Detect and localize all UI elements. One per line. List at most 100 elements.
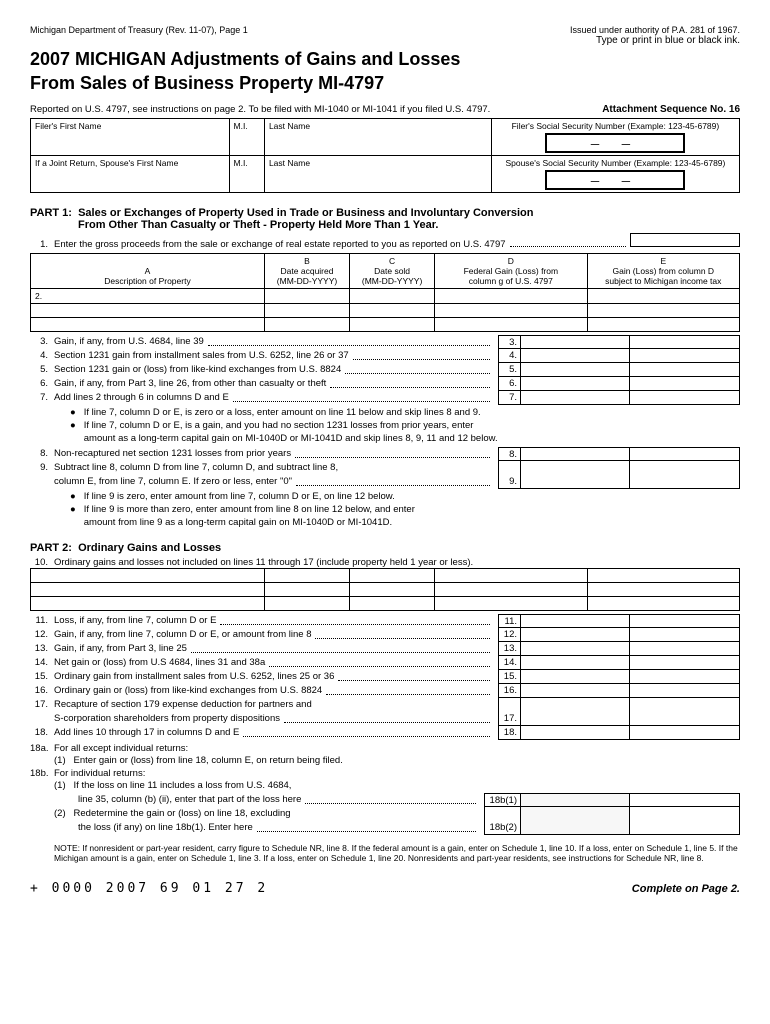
bullet-3: If line 9 is zero, enter amount from lin…	[84, 491, 395, 502]
line-1-num: 1.	[30, 239, 48, 250]
line-18b-num: 18b.	[30, 768, 48, 779]
line-11-e[interactable]	[630, 614, 740, 628]
filer-mi-cell[interactable]: M.I.	[229, 118, 264, 155]
line-15-d[interactable]	[520, 670, 630, 684]
line-4-e[interactable]	[630, 349, 740, 363]
line-4-d[interactable]	[520, 349, 630, 363]
line-14-d[interactable]	[520, 656, 630, 670]
line-18b2-d	[520, 821, 630, 835]
spouse-ssn-box[interactable]: — —	[545, 170, 685, 190]
part1-heading: PART 1: Sales or Exchanges of Property U…	[30, 207, 740, 219]
spouse-mi-cell[interactable]: M.I.	[229, 155, 264, 192]
line-9-d[interactable]	[520, 475, 630, 489]
line-13-e[interactable]	[630, 642, 740, 656]
bullet-1: If line 7, column D or E, is zero or a l…	[84, 407, 481, 418]
line-11-d[interactable]	[520, 614, 630, 628]
line-12-e[interactable]	[630, 628, 740, 642]
filer-ssn-cell[interactable]: Filer's Social Security Number (Example:…	[491, 118, 739, 155]
line-18-d[interactable]	[520, 726, 630, 740]
part2-heading: PART 2: Ordinary Gains and Losses	[30, 542, 740, 554]
bullet-2a: If line 7, column D or E, is a gain, and…	[84, 420, 474, 431]
line-18-num: 18.	[30, 726, 48, 740]
line-18b1-text-a: (1) If the loss on line 11 includes a lo…	[54, 779, 740, 793]
line-9-text-b: column E, from line 7, column E. If zero…	[54, 476, 292, 489]
line-5-text: Section 1231 gain or (loss) from like-ki…	[54, 364, 341, 377]
line-17-d[interactable]	[520, 712, 630, 726]
line-1-text: Enter the gross proceeds from the sale o…	[54, 239, 506, 250]
line-13-num: 13.	[30, 642, 48, 656]
line-4-text: Section 1231 gain from installment sales…	[54, 350, 349, 363]
bullet-4b: amount from line 9 as a long-term capita…	[84, 517, 392, 528]
barcode-text: + 0000 2007 69 01 27 2	[30, 881, 268, 896]
note-text: NOTE: If nonresident or part-year reside…	[30, 843, 740, 863]
property-table: ADescription of Property BDate acquired(…	[30, 253, 740, 332]
line-10-text: Ordinary gains and losses not included o…	[54, 557, 740, 568]
line-6-num: 6.	[30, 377, 48, 391]
line-18b1-text-b: line 35, column (b) (ii), enter that par…	[78, 794, 301, 807]
line-9-e[interactable]	[630, 475, 740, 489]
filer-ssn-box[interactable]: — —	[545, 133, 685, 153]
line-8-d[interactable]	[520, 447, 630, 461]
line-18b2-text-a: (2) Redetermine the gain or (loss) on li…	[54, 807, 484, 821]
line-3-e[interactable]	[630, 335, 740, 349]
complete-text: Complete on Page 2.	[632, 883, 740, 895]
line-7-d[interactable]	[520, 391, 630, 405]
filer-last-cell[interactable]: Last Name	[264, 118, 491, 155]
line-12-d[interactable]	[520, 628, 630, 642]
line-15-e[interactable]	[630, 670, 740, 684]
line-8-e[interactable]	[630, 447, 740, 461]
line-18a-num: 18a.	[30, 743, 48, 754]
line-6-d[interactable]	[520, 377, 630, 391]
line-16-num: 16.	[30, 684, 48, 698]
ink-note: Type or print in blue or black ink.	[570, 35, 740, 46]
form-title-1: 2007 MICHIGAN Adjustments of Gains and L…	[30, 50, 740, 70]
line-18-text: Add lines 10 through 17 in columns D and…	[54, 727, 239, 740]
line-16-e[interactable]	[630, 684, 740, 698]
line-18b2-e[interactable]	[630, 821, 740, 835]
line-18b2-text-b: the loss (if any) on line 18b(1). Enter …	[78, 822, 253, 835]
line-7-e[interactable]	[630, 391, 740, 405]
line-18-e[interactable]	[630, 726, 740, 740]
line-3-num: 3.	[30, 335, 48, 349]
spouse-ssn-cell[interactable]: Spouse's Social Security Number (Example…	[491, 155, 739, 192]
line-18b-text: For individual returns:	[54, 768, 740, 779]
part1-subheading: From Other Than Casualty or Theft - Prop…	[78, 219, 740, 231]
line-4-num: 4.	[30, 349, 48, 363]
line-9-num: 9.	[30, 461, 48, 475]
line-16-text: Ordinary gain or (loss) from like-kind e…	[54, 685, 322, 698]
bullet-2b: amount as a long-term capital gain on MI…	[84, 433, 498, 444]
line-18a-1: (1) Enter gain or (loss) from line 18, c…	[30, 755, 740, 766]
line-6-e[interactable]	[630, 377, 740, 391]
line-5-num: 5.	[30, 363, 48, 377]
line-7-text: Add lines 2 through 6 in columns D and E	[54, 392, 229, 405]
line-17-text-b: S-corporation shareholders from property…	[54, 713, 280, 726]
line-3-d[interactable]	[520, 335, 630, 349]
line-1-box[interactable]	[630, 233, 740, 247]
line-12-text: Gain, if any, from line 7, column D or E…	[54, 629, 311, 642]
line-11-text: Loss, if any, from line 7, column D or E	[54, 615, 216, 628]
line-8-num: 8.	[30, 447, 48, 461]
line-15-num: 15.	[30, 670, 48, 684]
line-2-num[interactable]: 2.	[31, 288, 265, 303]
line-11-num: 11.	[30, 614, 48, 628]
line-17-e[interactable]	[630, 712, 740, 726]
line-6-text: Gain, if any, from Part 3, line 26, from…	[54, 378, 326, 391]
line-5-e[interactable]	[630, 363, 740, 377]
line-5-d[interactable]	[520, 363, 630, 377]
reported-text: Reported on U.S. 4797, see instructions …	[30, 104, 490, 115]
line-14-e[interactable]	[630, 656, 740, 670]
filer-first-cell[interactable]: Filer's First Name	[31, 118, 230, 155]
line-18b1-e[interactable]	[630, 793, 740, 807]
spouse-last-cell[interactable]: Last Name	[264, 155, 491, 192]
spouse-first-cell[interactable]: If a Joint Return, Spouse's First Name	[31, 155, 230, 192]
form-title-2: From Sales of Business Property MI-4797	[30, 74, 740, 94]
line-9-text-a: Subtract line 8, column D from line 7, c…	[54, 461, 498, 475]
line-16-d[interactable]	[520, 684, 630, 698]
line-14-text: Net gain or (loss) from U.S 4684, lines …	[54, 657, 265, 670]
line-13-d[interactable]	[520, 642, 630, 656]
line-17-text-a: Recapture of section 179 expense deducti…	[54, 698, 498, 712]
authority-text: Issued under authority of P.A. 281 of 19…	[570, 25, 740, 35]
line-8-text: Non-recaptured net section 1231 losses f…	[54, 448, 291, 461]
line-3-text: Gain, if any, from U.S. 4684, line 39	[54, 336, 204, 349]
line-10-num: 10.	[30, 557, 48, 568]
